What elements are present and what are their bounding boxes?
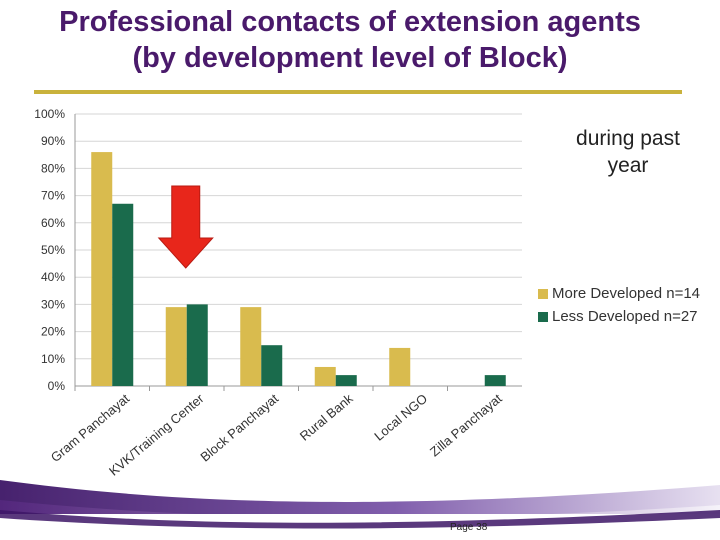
bar-chart: 0% 10% 20% 30% 40% 50% 60% 70% 80% 90% 100% Gram Pa… (34, 107, 522, 479)
bar-more-developed (91, 152, 113, 386)
page-number: Page 38 (450, 522, 488, 533)
x-tick-label: Gram Panchayat (48, 391, 133, 465)
legend: More Developed n=14 Less Developed n=27 (538, 282, 700, 328)
bar-less-developed (484, 375, 506, 386)
bar-less-developed (186, 304, 208, 386)
bar-more-developed (240, 307, 262, 386)
title-line-1: Professional contacts of extension agent… (59, 6, 641, 38)
legend-swatch-more-developed (538, 288, 548, 299)
legend-swatch-less-developed (538, 311, 548, 322)
highlight-arrow (157, 185, 214, 269)
bar-more-developed (389, 347, 411, 386)
bar-more-developed (165, 307, 187, 386)
y-tick-label: 40% (41, 270, 65, 284)
chart-note: during past year (550, 125, 706, 179)
y-tick-label: 60% (41, 216, 65, 230)
y-tick-label: 100% (34, 107, 65, 121)
bar-more-developed (314, 366, 336, 386)
y-tick-label: 80% (41, 161, 65, 175)
title-underline (34, 90, 682, 94)
legend-label-more-developed: More Developed n=14 (552, 285, 701, 302)
title-line-2: (by development level of Block) (132, 42, 568, 74)
x-tick-label: Local NGO (371, 391, 430, 444)
legend-label-less-developed: Less Developed n=27 (552, 308, 698, 325)
bar-less-developed (335, 375, 357, 386)
y-tick-label: 90% (41, 134, 65, 148)
x-tick-label: Block Panchayat (197, 391, 281, 465)
note-line-1: during past (576, 127, 680, 150)
y-tick-label: 50% (41, 243, 65, 257)
y-tick-label: 20% (41, 325, 65, 339)
legend-item-less-developed: Less Developed n=27 (538, 305, 700, 328)
bar-less-developed (261, 345, 283, 386)
y-tick-label: 10% (41, 352, 65, 366)
chart-title: Professional contacts of extension agent… (0, 4, 700, 76)
footer-wave-decoration (0, 480, 720, 540)
y-tick-label: 70% (41, 189, 65, 203)
y-tick-label: 0% (48, 379, 66, 393)
y-tick-label: 30% (41, 297, 65, 311)
note-line-2: year (607, 154, 649, 177)
legend-item-more-developed: More Developed n=14 (538, 282, 700, 305)
x-tick-label: Rural Bank (297, 390, 356, 443)
x-tick-label: Zilla Panchayat (427, 391, 505, 460)
bar-less-developed (112, 203, 134, 386)
